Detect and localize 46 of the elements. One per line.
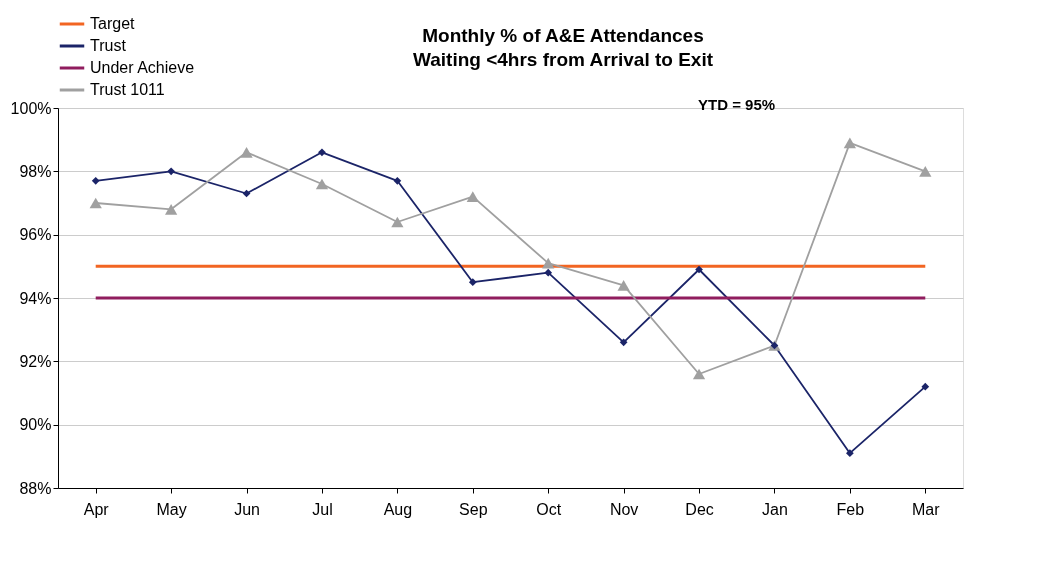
x-tick-label: Jun [234,500,260,518]
point [544,268,553,277]
x-tick-label: Dec [685,500,714,518]
point [91,176,100,185]
legend-label: Under Achieve [90,59,195,76]
y-tick-label: 94% [19,289,52,307]
x-tick-label: Apr [83,500,110,518]
x-tick-label: Aug [383,500,413,518]
x-tick-label: Feb [836,500,865,518]
point [542,257,555,269]
y-tick-label: 90% [19,416,52,434]
x-tick-label: Sep [459,500,488,518]
point [165,204,178,215]
point [391,216,404,228]
point [315,178,329,190]
point [843,137,856,149]
x-tick-label: Oct [536,500,562,518]
point [466,191,479,202]
y-tick-label: 100% [10,99,52,117]
x-tick-label: Jan [762,500,788,518]
point [89,197,102,209]
y-tick-label: 88% [19,479,52,497]
legend-label: Trust 1011 [90,81,165,98]
point [692,368,706,380]
y-tick-label: 92% [19,352,52,370]
annotation: YTD = 95% [698,96,776,113]
point [921,382,930,391]
x-tick-label: Nov [609,500,639,518]
point [318,148,326,157]
point [167,167,175,176]
point [619,338,628,347]
chart-title: Monthly % of A&E Attendances Waiting <4hrs from Arrival to Exit [412,25,714,70]
legend-label: Trust [90,37,127,54]
x-tick-label: May [156,500,187,518]
point [919,166,932,177]
y-tick-label: 96% [19,226,52,244]
point [468,278,477,287]
point [695,265,703,274]
y-tick-label: 98% [19,162,52,180]
x-tick-label: Mar [912,500,941,518]
x-tick-label: Jul [312,500,333,518]
point [846,449,854,458]
point [617,280,630,291]
point [393,176,402,185]
point [240,147,253,158]
legend-label: Target [90,15,136,32]
